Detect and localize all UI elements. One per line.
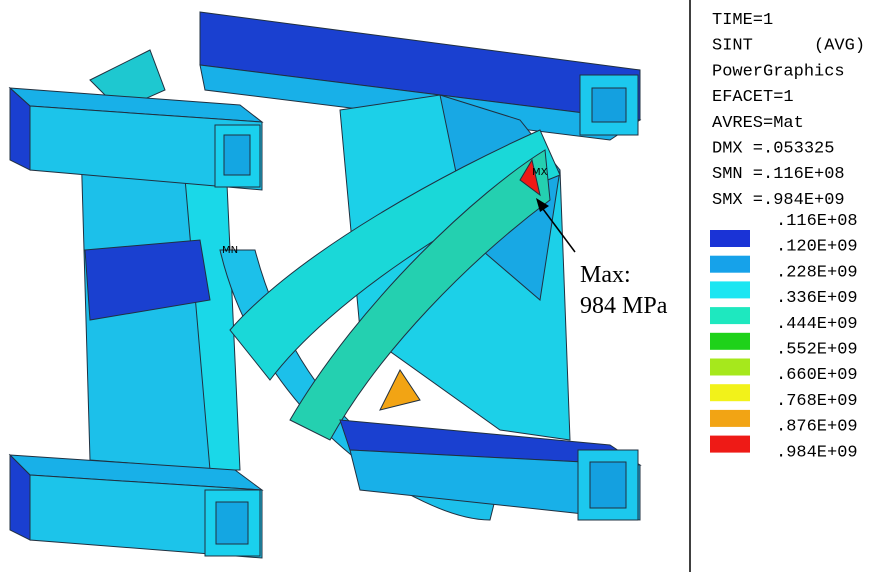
legend-swatch: [710, 384, 750, 401]
info-line: EFACET=1: [712, 88, 794, 107]
legend-swatch: [710, 359, 750, 376]
legend-label: .876E+09: [776, 418, 858, 437]
legend-swatch: [710, 333, 750, 350]
info-line: PowerGraphics: [712, 62, 845, 81]
legend-label: .660E+09: [776, 366, 858, 385]
max-node-label: MX: [532, 167, 548, 178]
screen: MX MN Max: 984 MPa TIME=1 SINT (AVG) Power…: [0, 0, 891, 572]
legend-swatch: [710, 281, 750, 298]
annotation: Max:: [580, 262, 631, 288]
legend-label: .120E+09: [776, 238, 858, 257]
legend-label: .444E+09: [776, 315, 858, 334]
legend-label: .336E+09: [776, 289, 858, 308]
legend-swatch: [710, 230, 750, 247]
min-node-label: MN: [222, 245, 238, 256]
page: MX MN Max: 984 MPa TIME=1 SINT (AVG) Power…: [0, 0, 891, 572]
fea-model: [10, 12, 640, 558]
info-line: DMX =.053325: [712, 140, 834, 159]
legend-label: .768E+09: [776, 392, 858, 411]
info-line: SMN =.116E+08: [712, 165, 845, 184]
legend-swatch: [710, 436, 750, 453]
legend-label: .552E+09: [776, 341, 858, 360]
legend-swatch: [710, 307, 750, 324]
legend-swatch: [710, 410, 750, 427]
info-line: SINT (AVG): [712, 37, 865, 56]
annotation: 984 MPa: [580, 293, 668, 319]
legend-swatch: [710, 256, 750, 273]
info-line: SMX =.984E+09: [712, 191, 845, 210]
legend-label: .116E+08: [776, 212, 858, 231]
legend-label: .984E+09: [776, 443, 858, 462]
info-line: AVRES=Mat: [712, 114, 804, 133]
legend-label: .228E+09: [776, 263, 858, 282]
info-line: TIME=1: [712, 11, 773, 30]
